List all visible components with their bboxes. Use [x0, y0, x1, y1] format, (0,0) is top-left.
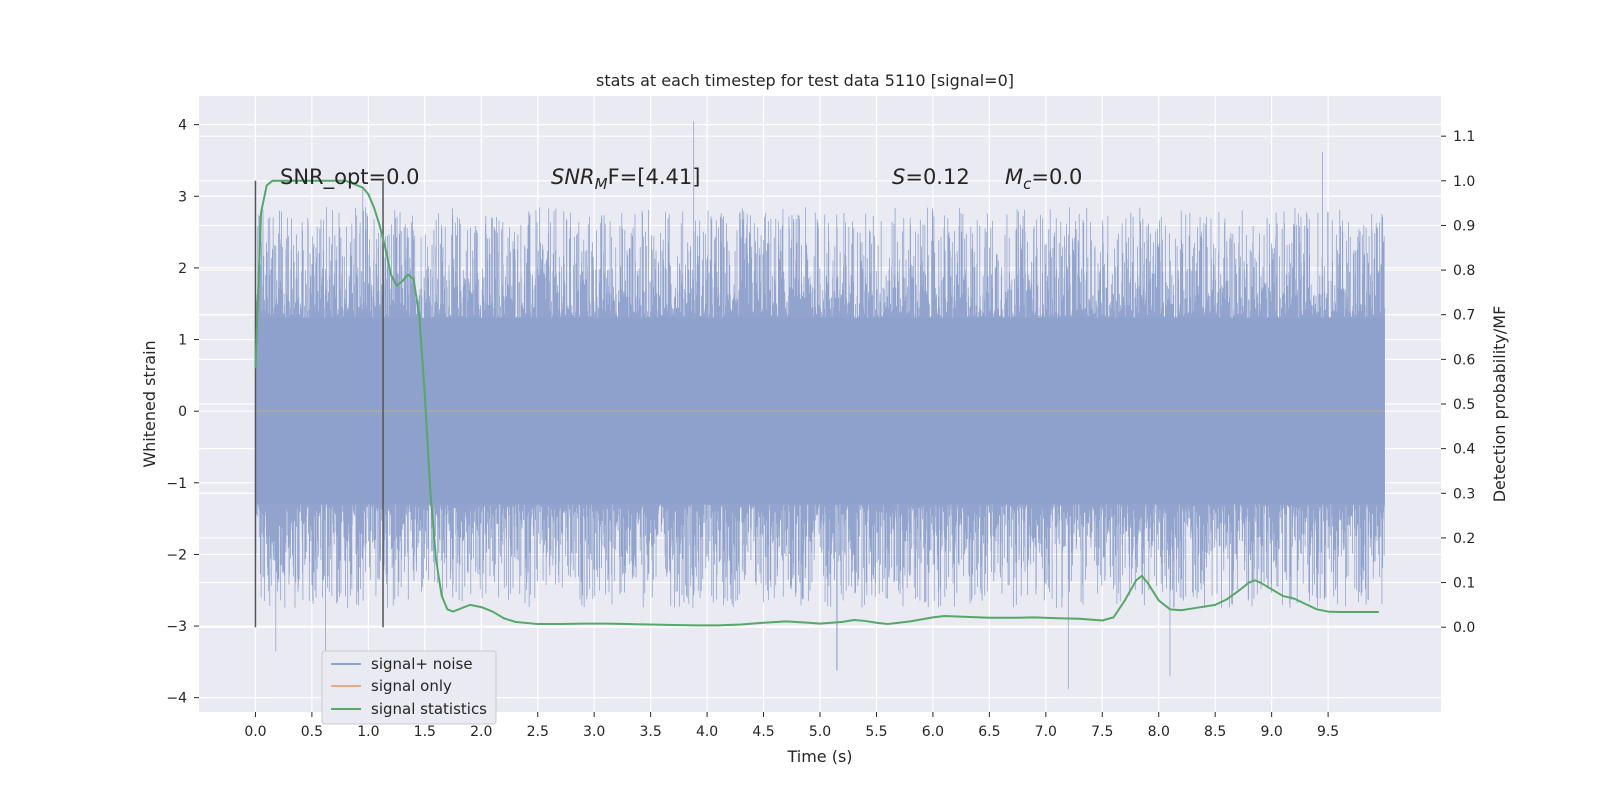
x-tick-label: 6.5 — [978, 724, 1000, 740]
y-tick-label-right: 0.7 — [1453, 308, 1475, 324]
x-tick-label: 3.0 — [583, 724, 605, 740]
y-tick-label-right: 0.1 — [1453, 576, 1475, 592]
chart-title: stats at each timestep for test data 511… — [596, 71, 1014, 90]
y-tick-label: 2 — [178, 261, 187, 277]
y-tick-label-right: 1.0 — [1453, 174, 1475, 190]
x-tick-label: 5.5 — [865, 724, 887, 740]
snr-mf-suffix: F=[4.41] — [608, 165, 701, 189]
y-tick-label: −2 — [166, 547, 187, 563]
legend: signal+ noise signal only signal statist… — [321, 650, 497, 725]
x-tick-label: 2.5 — [527, 724, 549, 740]
x-tick-label: 0.0 — [244, 724, 266, 740]
x-tick-label: 3.5 — [640, 724, 662, 740]
mc-value: =0.0 — [1031, 165, 1082, 189]
annotation-snr-mf: SNRMF=[4.41] — [551, 165, 700, 193]
y-tick-label-right: 0.2 — [1453, 531, 1475, 547]
mc-label: M — [1005, 165, 1023, 189]
mc-subscript: c — [1023, 175, 1032, 193]
annotation-mc: Mc=0.0 — [1005, 165, 1082, 193]
snr-mf-prefix: SNR — [551, 165, 595, 189]
s-label: S — [892, 165, 905, 189]
x-tick-label: 6.0 — [922, 724, 944, 740]
x-axis-label: Time (s) — [786, 747, 852, 766]
y-tick-label-right: 1.1 — [1453, 129, 1475, 145]
x-tick-label: 5.0 — [809, 724, 831, 740]
y-tick-label: 1 — [178, 333, 187, 349]
x-tick-label: 0.5 — [301, 724, 323, 740]
x-tick-label: 8.0 — [1148, 724, 1170, 740]
x-tick-label: 7.5 — [1091, 724, 1113, 740]
x-ticks: 0.0 0.5 1.0 1.5 2.0 2.5 3.0 3.5 4.0 4.5 5.0 5.5 6.0 6… — [244, 712, 1339, 740]
legend-label-signal-only: signal only — [371, 677, 452, 695]
x-tick-label: 4.5 — [752, 724, 774, 740]
x-tick-label: 9.5 — [1317, 724, 1339, 740]
signal-statistics-series — [254, 179, 1379, 627]
y-axis-label: Whitened strain — [140, 340, 159, 467]
y-tick-label: 3 — [178, 189, 187, 205]
vertical-markers — [254, 180, 384, 628]
x-tick-label: 8.5 — [1204, 724, 1226, 740]
y-tick-label: −4 — [166, 691, 187, 707]
annotations: SNR_opt=0.0 SNRMF=[4.41] S=0.12 Mc=0.0 — [280, 165, 1082, 193]
y-tick-label: 0 — [178, 404, 187, 420]
annotation-s: S=0.12 — [892, 165, 970, 189]
s-value: =0.12 — [905, 165, 969, 189]
snr-mf-subscript: M — [595, 175, 608, 193]
y-tick-label-right: 0.0 — [1453, 620, 1475, 636]
y-tick-label: 4 — [178, 118, 187, 134]
x-tick-label: 2.0 — [470, 724, 492, 740]
y-tick-label-right: 0.5 — [1453, 397, 1475, 413]
y-tick-label-right: 0.9 — [1453, 218, 1475, 234]
x-tick-label: 7.0 — [1035, 724, 1057, 740]
y-axis-label-right: Detection probability/MF — [1490, 306, 1509, 503]
x-tick-label: 4.0 — [696, 724, 718, 740]
y-tick-label-right: 0.4 — [1453, 442, 1475, 458]
x-tick-label: 1.0 — [357, 724, 379, 740]
signal-statistics-line — [254, 179, 1379, 627]
y-ticks-right: 1.1 1.0 0.9 0.8 0.7 0.6 0.5 0.4 0.3 0.2 0.1 0.0 — [1441, 129, 1475, 636]
y-ticks-left: 4 3 2 1 0 −1 −2 −3 −4 — [166, 118, 199, 707]
x-tick-label: 9.0 — [1261, 724, 1283, 740]
x-tick-label: 1.5 — [414, 724, 436, 740]
y-tick-label: −3 — [166, 619, 187, 635]
y-tick-label-right: 0.8 — [1453, 263, 1475, 279]
legend-label-signal-noise: signal+ noise — [371, 655, 473, 673]
y-tick-label: −1 — [166, 476, 187, 492]
y-tick-label-right: 0.6 — [1453, 352, 1475, 368]
legend-box — [321, 650, 497, 725]
annotation-snr-opt: SNR_opt=0.0 — [280, 165, 420, 190]
y-tick-label-right: 0.3 — [1453, 486, 1475, 502]
legend-label-signal-statistics: signal statistics — [371, 700, 487, 718]
